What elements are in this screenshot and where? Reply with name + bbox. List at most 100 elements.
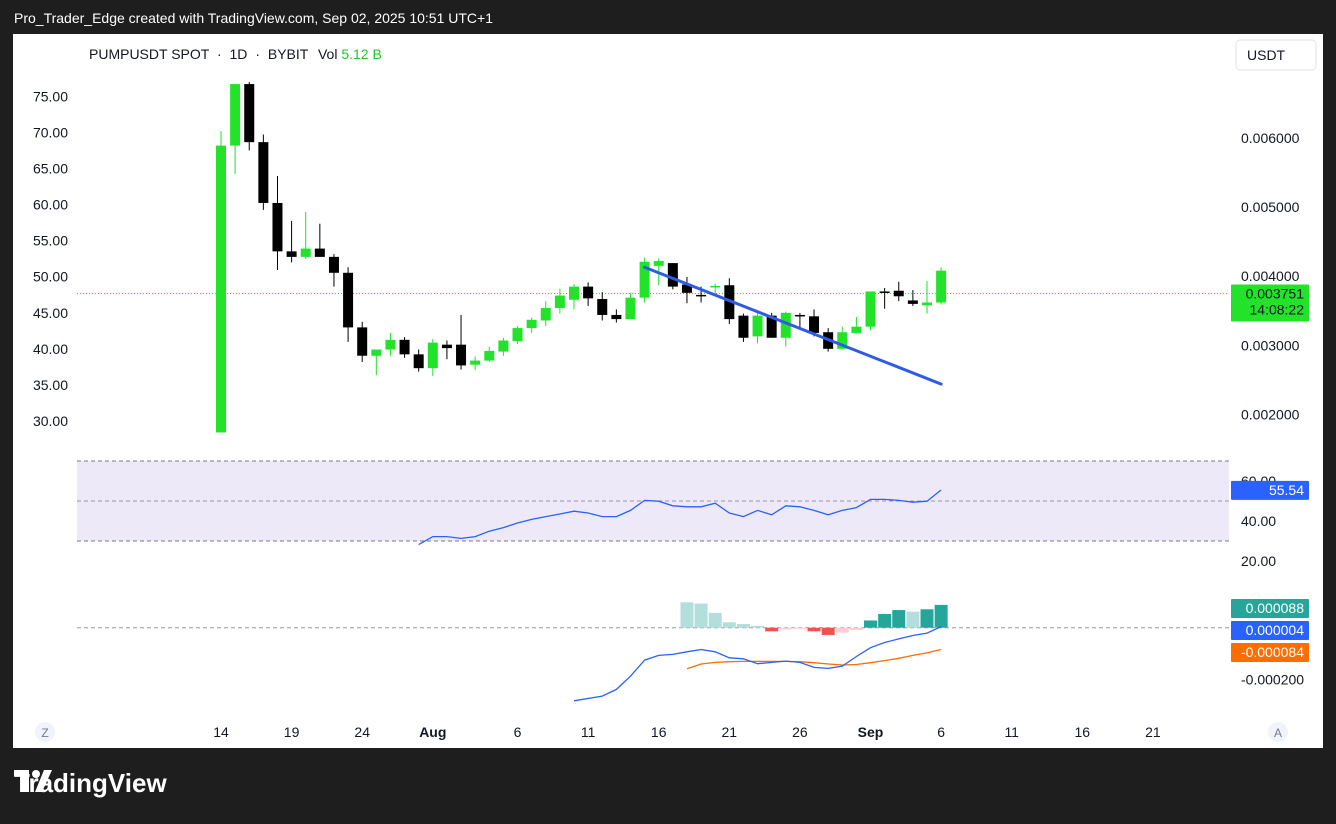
macd-histogram-bar xyxy=(708,612,722,628)
candle-body xyxy=(879,291,890,293)
auto-scale-button[interactable]: A xyxy=(1268,722,1288,742)
candle xyxy=(244,82,255,151)
candle-body xyxy=(922,302,932,306)
macd-histogram-bar xyxy=(694,603,708,628)
symbol-name[interactable]: PUMPUSDT SPOT xyxy=(89,46,210,62)
macd-layer xyxy=(573,602,948,702)
candle xyxy=(399,337,410,358)
left-axis-tick: 70.00 xyxy=(33,124,68,140)
candle-body xyxy=(569,286,579,300)
candle-body xyxy=(780,312,791,338)
timezone-button[interactable]: Z xyxy=(35,722,55,742)
macd-line xyxy=(573,626,942,702)
candle xyxy=(710,283,721,295)
candle xyxy=(639,257,650,303)
x-axis-tick: Aug xyxy=(419,724,446,740)
candle-body xyxy=(399,339,410,355)
candle xyxy=(809,309,820,337)
candle xyxy=(441,340,452,360)
rsi-value-tag: 55.54 xyxy=(1231,480,1309,500)
rsi-layer xyxy=(418,489,942,546)
x-axis-tick: 24 xyxy=(354,724,370,740)
candle-body xyxy=(230,84,241,146)
left-axis-tick: 50.00 xyxy=(33,269,68,285)
candle-body xyxy=(653,261,664,266)
x-axis-tick: 14 xyxy=(213,724,229,740)
candle-body xyxy=(625,297,636,320)
candle-body xyxy=(794,314,805,317)
macd-histogram-bar xyxy=(849,627,863,631)
candle xyxy=(583,282,594,306)
left-axis-tick: 75.00 xyxy=(33,88,68,104)
candle xyxy=(272,176,283,271)
auto-scale-label: A xyxy=(1274,726,1282,740)
trendline-layer xyxy=(643,265,943,386)
legend-separator: · xyxy=(217,46,222,62)
candle-body xyxy=(512,328,523,342)
candle xyxy=(893,281,904,302)
chart-panel[interactable]: 75.00 70.00 65.00 60.00 55.00 50.00 45.00 40.00… xyxy=(13,34,1323,748)
candle-body xyxy=(865,291,876,327)
left-axis-tick: 30.00 xyxy=(33,413,68,429)
candle xyxy=(681,276,692,304)
macd-histogram-bar xyxy=(807,627,821,632)
candles xyxy=(216,82,947,433)
candle-body xyxy=(738,315,749,338)
legend: PUMPUSDT SPOT · 1D · BYBIT Vol 5.12 B xyxy=(89,46,382,62)
interval[interactable]: 1D xyxy=(230,46,248,62)
macd-signal-line xyxy=(686,648,942,670)
macd-histogram-bar xyxy=(680,602,694,628)
timezone-label: Z xyxy=(41,726,48,740)
currency-button[interactable]: USDT xyxy=(1235,39,1317,71)
x-axis-tick: 16 xyxy=(651,724,667,740)
candle xyxy=(851,317,862,334)
rsi-axis-tick: 20.00 xyxy=(1241,553,1276,569)
x-axis-tick: 11 xyxy=(581,724,596,740)
candle xyxy=(907,290,918,306)
left-axis-tick: 60.00 xyxy=(33,197,68,213)
current-price-tag-text: 0.003751 xyxy=(1246,285,1305,301)
candle xyxy=(456,314,467,370)
volume-label: Vol xyxy=(318,46,337,62)
candle-body xyxy=(597,299,608,315)
trendline xyxy=(643,265,943,386)
current-price-tag-bg xyxy=(1231,284,1309,322)
candle xyxy=(540,301,551,327)
candle xyxy=(625,292,636,320)
candle-body xyxy=(526,319,537,329)
candle-body xyxy=(371,349,382,356)
left-axis-tick: 55.00 xyxy=(33,233,68,249)
candle-body xyxy=(710,285,721,288)
x-axis-tick: Sep xyxy=(858,724,884,740)
candle-body xyxy=(441,344,452,349)
candle-body xyxy=(314,248,325,257)
candle xyxy=(512,326,523,344)
tradingview-logo[interactable]: TradingView xyxy=(14,768,167,799)
candle xyxy=(328,254,339,287)
macd-histogram-bar xyxy=(722,622,736,628)
currency-label: USDT xyxy=(1247,47,1286,63)
candle xyxy=(258,134,269,210)
candle xyxy=(667,263,678,290)
macd-histogram-bar xyxy=(821,627,835,635)
candle xyxy=(597,292,608,321)
candle xyxy=(498,337,509,356)
candle xyxy=(371,349,382,376)
candle xyxy=(300,211,311,259)
macd-histogram-bar xyxy=(793,627,807,629)
x-axis-tick: 26 xyxy=(792,724,808,740)
x-axis-tick: 19 xyxy=(284,724,300,740)
candle xyxy=(427,339,438,376)
rsi-value-tag-text: 55.54 xyxy=(1269,482,1304,498)
candle xyxy=(879,287,890,309)
macd-histogram-bar xyxy=(765,627,779,632)
candle-body xyxy=(328,256,339,273)
macd-signal-tag-bg xyxy=(1231,643,1309,662)
candle-body xyxy=(809,316,820,333)
chart-svg[interactable]: 75.00 70.00 65.00 60.00 55.00 50.00 45.00 40.00… xyxy=(13,34,1323,748)
macd-value-tag-bg xyxy=(1231,621,1309,640)
candle-body xyxy=(216,145,226,433)
macd-histogram-bar xyxy=(920,609,934,628)
candle-body xyxy=(258,142,269,203)
candle xyxy=(470,356,481,371)
